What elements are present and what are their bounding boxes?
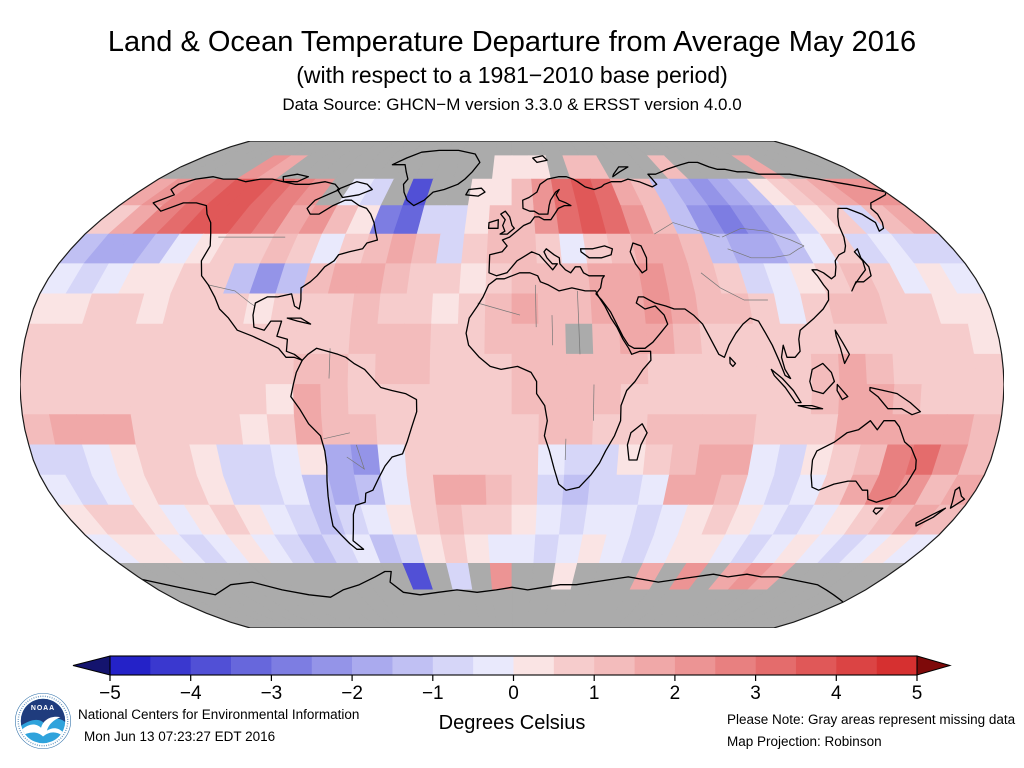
svg-text:−2: −2: [341, 683, 363, 704]
svg-text:−3: −3: [261, 683, 283, 704]
colorbar-unit-label: Degrees Celsius: [438, 712, 586, 734]
missing-data-note: Please Note: Gray areas represent missin…: [727, 712, 1016, 727]
svg-text:5: 5: [912, 683, 923, 704]
footer-right: Please Note: Gray areas represent missin…: [727, 709, 1015, 753]
colorbar-svg: −5 −4 −3 −2 −1 0 1 2 3 4 5: [72, 655, 952, 704]
svg-text:0: 0: [508, 683, 519, 704]
svg-text:1: 1: [589, 683, 600, 704]
colorbar: −5 −4 −3 −2 −1 0 1 2 3 4 5: [60, 649, 964, 709]
svg-text:4: 4: [831, 683, 842, 704]
projection-note: Map Projection: Robinson: [727, 734, 882, 749]
timestamp: Mon Jun 13 07:23:27 EDT 2016: [84, 729, 276, 744]
svg-text:2: 2: [670, 683, 681, 704]
data-source-line: Data Source: GHCN−M version 3.3.0 & ERSS…: [282, 95, 742, 114]
org-name: National Centers for Environmental Infor…: [78, 707, 360, 722]
seagull-icon: [20, 716, 63, 737]
figure-subtitle: (with respect to a 1981−2010 base period…: [296, 62, 728, 88]
svg-text:−5: −5: [99, 683, 121, 704]
figure-title: Land & Ocean Temperature Departure from …: [107, 26, 917, 58]
svg-text:−4: −4: [180, 683, 202, 704]
svg-text:3: 3: [750, 683, 761, 704]
svg-text:−1: −1: [422, 683, 444, 704]
robinson-map-svg: [19, 140, 1005, 629]
noaa-logo-ring-text: [17, 695, 69, 747]
noaa-logo-text: NOAA: [31, 705, 55, 712]
world-anomaly-map: [19, 140, 1005, 629]
noaa-logo: NOAA: [15, 693, 71, 749]
footer-left: NOAA National Centers for Environmental …: [14, 692, 359, 750]
